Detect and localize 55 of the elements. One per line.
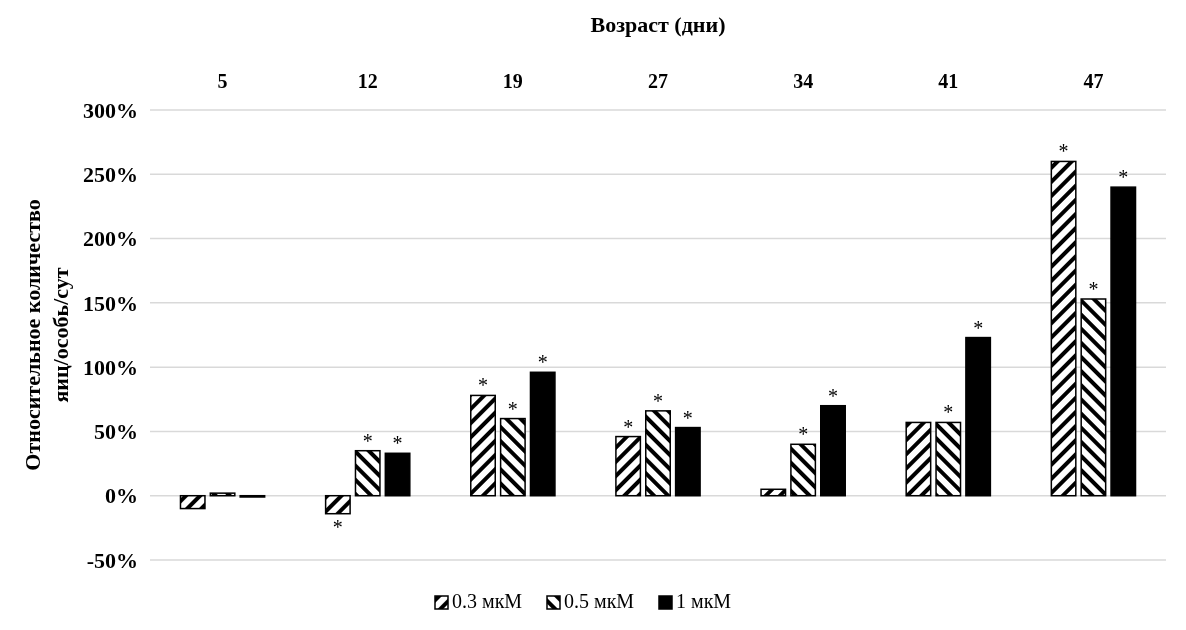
data-label: * bbox=[362, 429, 373, 452]
bar bbox=[820, 404, 846, 497]
y-tick-label: 50% bbox=[94, 419, 138, 445]
y-axis-title: Относительное количество яиц/особь/сут bbox=[20, 199, 73, 471]
legend-label: 1 мкМ bbox=[676, 590, 732, 612]
x-tick-label: 19 bbox=[502, 70, 523, 92]
data-label: * bbox=[478, 374, 489, 397]
data-label: * bbox=[507, 397, 518, 420]
bar bbox=[935, 421, 962, 497]
data-label: * bbox=[682, 406, 693, 429]
y-tick-label: -50% bbox=[86, 547, 138, 573]
bar bbox=[1080, 298, 1107, 497]
data-label: * bbox=[332, 515, 343, 538]
y-tick-label: 150% bbox=[83, 290, 138, 316]
bar bbox=[615, 435, 642, 497]
bar bbox=[790, 443, 817, 497]
legend-label: 0.5 мкМ bbox=[564, 590, 635, 612]
x-tick-label: 27 bbox=[648, 70, 668, 92]
bar bbox=[905, 421, 932, 497]
x-tick-label: 12 bbox=[357, 70, 378, 92]
bar bbox=[354, 449, 381, 497]
x-axis-title: Возраст (дни) bbox=[590, 12, 726, 37]
bar bbox=[179, 494, 206, 510]
y-tick-label: 100% bbox=[83, 354, 138, 380]
data-label: * bbox=[392, 432, 403, 455]
bar bbox=[470, 394, 496, 497]
data-label: * bbox=[973, 316, 984, 339]
x-tick-label: 47 bbox=[1083, 70, 1104, 92]
data-label: * bbox=[1118, 166, 1129, 189]
bar bbox=[674, 426, 701, 497]
bar bbox=[324, 494, 351, 515]
bar bbox=[965, 336, 992, 497]
y-tick-label: 300% bbox=[83, 97, 138, 123]
bar bbox=[1050, 160, 1077, 497]
y-tick-label: 250% bbox=[83, 161, 138, 187]
bar bbox=[384, 452, 411, 497]
data-label: * bbox=[798, 423, 809, 446]
data-label: * bbox=[623, 415, 634, 438]
data-label: * bbox=[827, 384, 838, 407]
y-tick-label: 0% bbox=[105, 483, 138, 509]
data-label: * bbox=[1088, 278, 1099, 300]
data-label: * bbox=[537, 351, 548, 374]
data-label: * bbox=[943, 401, 954, 424]
x-tick-label: 41 bbox=[938, 70, 959, 92]
bar bbox=[1110, 186, 1137, 497]
bar bbox=[499, 417, 526, 497]
bar bbox=[209, 492, 236, 497]
bar bbox=[529, 371, 556, 497]
y-tick-label: 200% bbox=[83, 226, 138, 252]
x-tick-label: 34 bbox=[793, 70, 814, 92]
bar bbox=[645, 410, 671, 497]
data-label: * bbox=[1058, 140, 1069, 163]
data-label: * bbox=[653, 389, 663, 412]
legend-label: 0.3 мкМ bbox=[452, 590, 523, 612]
x-tick-label: 5 bbox=[217, 70, 228, 92]
